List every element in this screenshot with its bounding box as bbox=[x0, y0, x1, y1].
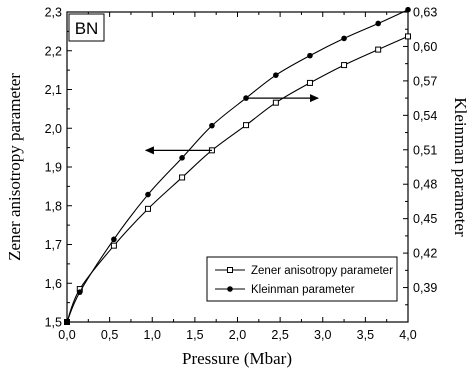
kleinman-data-point bbox=[179, 155, 185, 161]
left-y-tick-label: 1,9 bbox=[45, 161, 62, 175]
right-y-tick-label: 0,51 bbox=[413, 143, 437, 157]
left-y-tick-label: 2,3 bbox=[45, 6, 62, 20]
x-tick-label: 2,0 bbox=[229, 328, 246, 342]
left-y-tick-label: 1,8 bbox=[45, 199, 62, 213]
kleinman-data-point bbox=[273, 72, 279, 78]
x-tick-label: 0,5 bbox=[101, 328, 118, 342]
x-tick-label: 3,5 bbox=[357, 328, 374, 342]
zener-data-point bbox=[306, 79, 313, 86]
left-y-axis-label: Zener anisotropy parameter bbox=[5, 73, 24, 261]
x-tick-label: 1,0 bbox=[144, 328, 161, 342]
x-tick-label: 3,0 bbox=[314, 328, 331, 342]
left-y-tick-label: 2,0 bbox=[45, 122, 62, 136]
x-tick-label: 4,0 bbox=[399, 328, 416, 342]
legend-label-zener: Zener anisotropy parameter bbox=[251, 265, 393, 277]
right-y-tick-label: 0,60 bbox=[413, 40, 437, 54]
zener-data-point bbox=[179, 174, 186, 181]
series-layer bbox=[64, 6, 411, 325]
x-tick-label: 1,5 bbox=[186, 328, 203, 342]
x-tick-label: 2,5 bbox=[271, 328, 288, 342]
legend-box bbox=[206, 256, 398, 302]
left-y-tick-label: 1,6 bbox=[45, 277, 62, 291]
left-y-tick-label: 2,1 bbox=[45, 83, 62, 97]
legend-marker-open-square bbox=[227, 267, 233, 273]
x-tick-label: 0,0 bbox=[58, 328, 75, 342]
left-y-tick-label: 1,5 bbox=[45, 316, 62, 330]
right-y-tick-label: 0,63 bbox=[413, 6, 437, 20]
x-axis-ticks: 0,0 0,5 1,0 1,5 2,0 2,5 3,0 3,5 4,0 bbox=[58, 12, 417, 342]
x-axis-label: Pressure (Mbar) bbox=[182, 349, 292, 368]
kleinman-data-point bbox=[209, 122, 215, 129]
right-y-tick-label: 0,48 bbox=[413, 178, 437, 192]
zener-data-point bbox=[272, 99, 279, 106]
right-y-axis-ticks: 0,39 0,42 0,45 0,48 0,51 0,54 0,57 0,60 0,63 bbox=[403, 6, 437, 306]
right-y-tick-label: 0,39 bbox=[413, 281, 437, 295]
zener-data-point bbox=[243, 122, 250, 129]
right-y-tick-label: 0,45 bbox=[413, 212, 437, 226]
zener-data-point bbox=[341, 62, 348, 69]
right-y-tick-label: 0,54 bbox=[413, 109, 437, 123]
kleinman-data-point bbox=[111, 236, 117, 243]
right-y-tick-label: 0,57 bbox=[413, 74, 437, 88]
kleinman-data-point bbox=[76, 289, 83, 295]
tag-box: BN bbox=[68, 13, 105, 42]
kleinman-data-point bbox=[405, 6, 411, 13]
chart-tag: BN bbox=[75, 19, 99, 38]
left-y-axis-ticks: 1,5 1,6 1,7 1,8 1,9 2,0 2,1 2,2 2,3 bbox=[45, 6, 72, 330]
kleinman-data-point bbox=[64, 319, 70, 325]
legend: Zener anisotropy parameter Kleinman para… bbox=[206, 256, 398, 302]
legend-marker-filled-circle bbox=[227, 286, 233, 292]
kleinman-data-point bbox=[341, 35, 347, 42]
kleinman-data-point bbox=[375, 20, 381, 27]
kleinman-data-point bbox=[145, 191, 151, 198]
kleinman-data-point bbox=[307, 52, 313, 59]
right-y-tick-label: 0,42 bbox=[413, 247, 437, 261]
left-y-tick-label: 2,2 bbox=[45, 44, 62, 58]
zener-data-point bbox=[375, 46, 382, 53]
right-y-axis-label: Kleinman parameter bbox=[451, 97, 470, 237]
zener-data-point bbox=[405, 33, 411, 40]
zener-data-point bbox=[144, 205, 151, 212]
annotation-arrows bbox=[144, 94, 320, 155]
zener-data-point bbox=[110, 242, 117, 249]
left-y-tick-label: 1,7 bbox=[45, 238, 62, 252]
legend-label-kleinman: Kleinman parameter bbox=[251, 284, 355, 296]
kleinman-series-line bbox=[66, 9, 409, 323]
